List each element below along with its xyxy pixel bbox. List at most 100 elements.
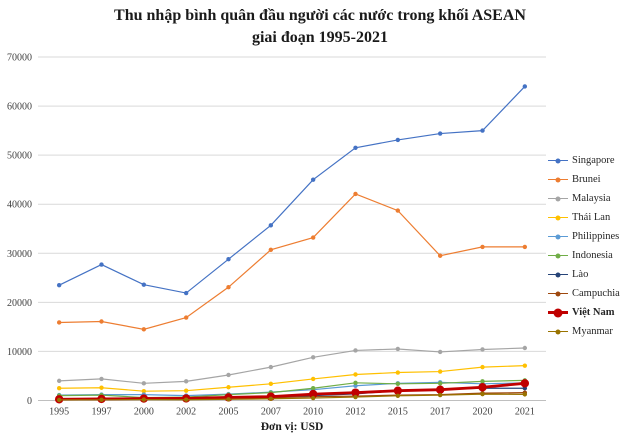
series-line xyxy=(59,347,525,384)
legend-line-marker-icon xyxy=(548,308,568,318)
data-point-marker xyxy=(520,379,530,388)
x-axis-tick-label: 2017 xyxy=(430,407,450,418)
x-axis-tick-label: 2000 xyxy=(134,407,154,418)
data-point-marker xyxy=(437,349,443,355)
data-point-marker xyxy=(522,345,528,351)
data-point-marker xyxy=(56,378,62,384)
series-thái-lan xyxy=(56,363,528,394)
data-point-marker xyxy=(183,290,189,296)
x-axis-tick-label: 1995 xyxy=(49,407,69,418)
legend-item-indonesia: Indonesia xyxy=(548,246,620,265)
data-point-marker xyxy=(395,370,401,375)
data-point-marker xyxy=(437,381,443,386)
data-point-marker xyxy=(56,386,62,391)
chart-legend: Singapore Brunei Malaysia Thái Lan Philippin… xyxy=(548,151,620,341)
legend-label: Brunei xyxy=(572,174,601,185)
legend-line-marker-icon xyxy=(548,213,568,223)
legend-line-marker-icon xyxy=(548,232,568,242)
data-point-marker xyxy=(268,396,274,401)
legend-line-marker-icon xyxy=(548,327,568,337)
data-point-marker xyxy=(268,381,274,387)
data-point-marker xyxy=(480,128,485,133)
y-axis-tick-label: 60000 xyxy=(7,102,32,113)
data-point-marker xyxy=(353,191,358,197)
data-point-marker xyxy=(308,389,318,399)
data-point-marker xyxy=(353,348,358,353)
data-point-marker xyxy=(310,235,316,240)
data-point-marker xyxy=(393,386,403,395)
legend-label: Indonesia xyxy=(572,250,613,261)
data-point-marker xyxy=(183,388,189,393)
data-point-marker xyxy=(480,391,485,397)
x-axis-tick-label: 2007 xyxy=(261,407,281,418)
data-point-marker xyxy=(141,381,147,386)
x-axis-tick-label: 2010 xyxy=(303,407,323,418)
y-axis-tick-label: 70000 xyxy=(7,53,32,64)
data-point-marker xyxy=(56,282,62,288)
data-point-marker xyxy=(56,397,62,403)
data-point-marker xyxy=(310,395,316,401)
series-singapore xyxy=(56,84,528,296)
series-brunei xyxy=(56,191,528,332)
legend-line-marker-icon xyxy=(548,175,568,185)
x-axis-tick-label: 2002 xyxy=(176,407,196,418)
data-point-marker xyxy=(395,393,401,398)
legend-line-marker-icon xyxy=(548,289,568,299)
legend-line-marker-icon xyxy=(548,194,568,204)
data-point-marker xyxy=(56,320,62,325)
data-point-marker xyxy=(478,383,487,392)
series-malaysia xyxy=(56,345,528,386)
data-point-marker xyxy=(522,244,528,250)
data-point-marker xyxy=(268,247,274,253)
data-point-marker xyxy=(99,385,104,390)
legend-line-marker-icon xyxy=(548,270,568,280)
data-point-marker xyxy=(395,208,401,213)
series-line xyxy=(59,379,525,399)
chart-title-line2: giai đoạn 1995-2021 xyxy=(251,29,388,46)
data-point-marker xyxy=(226,385,231,390)
legend-item-malaysia: Malaysia xyxy=(548,189,620,208)
data-point-marker xyxy=(141,388,147,394)
y-axis-tick-label: 40000 xyxy=(7,200,32,211)
data-point-marker xyxy=(395,137,401,143)
data-point-marker xyxy=(226,372,231,378)
series-myanmar xyxy=(56,391,528,403)
legend-label: Myanmar xyxy=(572,326,613,337)
legend-label: Philippines xyxy=(572,231,620,242)
chart-title: Thu nhập bình quân đầu người các nước tr… xyxy=(0,5,640,49)
series-line xyxy=(59,193,525,330)
data-point-marker xyxy=(141,282,147,287)
legend-item-việt-nam: Việt Nam xyxy=(548,303,620,322)
data-point-marker xyxy=(522,392,528,397)
legend-label: Campuchia xyxy=(572,288,620,299)
data-point-marker xyxy=(480,347,485,352)
legend-label: Thái Lan xyxy=(572,212,611,223)
data-point-marker xyxy=(435,385,445,394)
y-axis-tick-label: 20000 xyxy=(7,298,32,309)
data-point-marker xyxy=(268,364,274,370)
data-point-marker xyxy=(268,223,274,228)
x-axis-tick-label: 2012 xyxy=(346,407,366,418)
y-axis-tick-label: 50000 xyxy=(7,151,32,162)
legend-label: Lào xyxy=(572,269,589,280)
data-point-marker xyxy=(99,397,104,403)
data-point-marker xyxy=(351,388,360,397)
x-axis-tick-label: 1997 xyxy=(92,407,112,418)
data-point-marker xyxy=(226,256,231,262)
x-axis-tick-label: 2015 xyxy=(388,407,408,418)
legend-item-singapore: Singapore xyxy=(548,151,620,170)
y-axis-tick-label: 30000 xyxy=(7,249,32,260)
data-point-marker xyxy=(353,394,358,400)
data-point-marker xyxy=(310,376,316,382)
data-point-marker xyxy=(437,369,443,374)
y-axis-tick-label: 0 xyxy=(27,396,32,407)
legend-item-thái-lan: Thái Lan xyxy=(548,208,620,227)
series-line xyxy=(58,86,526,294)
x-axis-tick-label: 2021 xyxy=(515,407,535,418)
data-point-marker xyxy=(395,346,401,352)
data-point-marker xyxy=(437,253,443,258)
legend-label: Singapore xyxy=(572,155,615,166)
chart-title-line1: Thu nhập bình quân đầu người các nước tr… xyxy=(114,7,526,24)
series-line xyxy=(59,393,525,401)
legend-label: Việt Nam xyxy=(572,307,615,318)
